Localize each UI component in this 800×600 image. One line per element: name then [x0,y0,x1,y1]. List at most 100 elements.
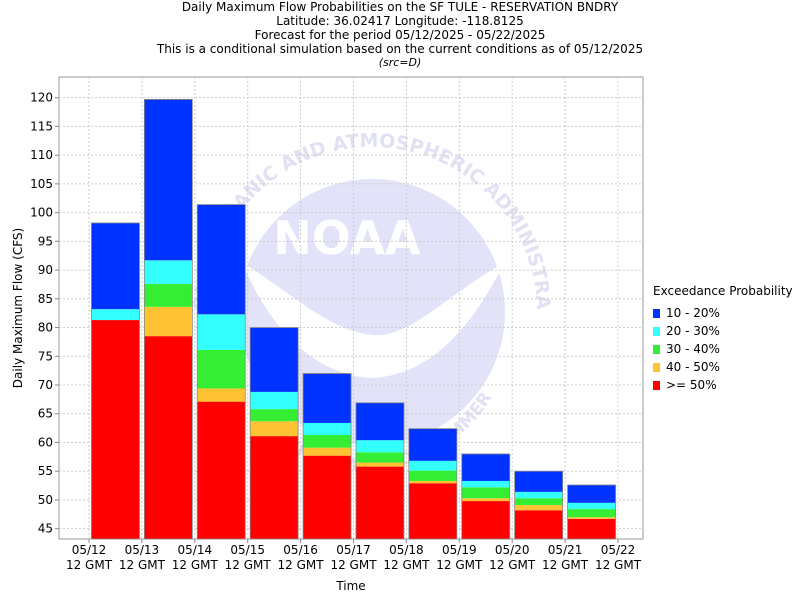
y-tick-label: 115 [30,119,53,133]
x-tick-date: 05/20 [495,543,530,557]
x-tick-time: 12 GMT [542,558,589,572]
bar-segment-40-50 [408,480,457,484]
y-tick-label: 45 [38,522,53,536]
x-tick-time: 12 GMT [330,558,377,572]
x-tick-date: 05/12 [72,543,107,557]
bar-segment-20-30 [567,502,616,510]
legend-item: 30 - 40% [653,340,793,358]
y-tick-label: 75 [38,349,53,363]
bar-segment-10-20 [355,402,404,441]
bar-segment-20-30 [514,491,563,499]
x-tick-time: 12 GMT [172,558,219,572]
y-tick-label: 65 [38,407,53,421]
bar-segment-ge50 [514,510,563,539]
bar-segment-40-50 [355,462,404,467]
legend-label: 30 - 40% [666,342,720,356]
bar-stack [91,222,140,540]
bar-stack [408,428,458,540]
bar-segment-ge50 [144,336,193,539]
legend-label: 40 - 50% [666,360,720,374]
bar-segment-10-20 [408,428,457,461]
bar-segment-20-30 [461,480,510,488]
x-tick-time: 12 GMT [489,558,536,572]
y-tick-label: 60 [38,435,53,449]
y-tick-label: 90 [38,263,53,277]
bar-outline [302,373,352,540]
y-tick-label: 110 [30,148,53,162]
bar-segment-30-40 [461,487,510,499]
x-tick-date: 05/19 [442,543,477,557]
legend-item: 40 - 50% [653,358,793,376]
location-line: Latitude: 36.02417 Longitude: -118.8125 [276,14,524,28]
y-tick-label: 85 [38,292,53,306]
bar-segment-30-40 [303,434,352,448]
bar-segment-40-50 [567,517,616,519]
bar-outline [91,222,140,540]
bar-segment-10-20 [567,484,616,503]
bar-outline [514,470,564,540]
y-tick-label: 50 [38,493,53,507]
y-tick-label: 100 [30,206,53,220]
x-tick-date: 05/16 [283,543,318,557]
simulation-note: This is a conditional simulation based o… [156,42,644,56]
bar-segment-30-40 [355,452,404,463]
legend-title: Exceedance Probability [653,284,793,298]
bar-segment-40-50 [461,498,510,502]
legend-item: 20 - 30% [653,322,793,340]
bar-segment-30-40 [250,409,299,422]
bar-segment-10-20 [144,99,193,261]
bar-segment-ge50 [303,455,352,539]
legend-swatch [653,344,660,354]
bar-segment-30-40 [408,470,457,481]
bar-segment-30-40 [197,349,246,389]
bar-segment-10-20 [514,471,563,492]
bar-stack [143,99,193,540]
bar-segment-ge50 [461,501,510,539]
legend-swatch [653,362,660,372]
legend-item: 10 - 20% [653,304,793,322]
legend-swatch [653,326,660,336]
bar-segment-ge50 [250,436,299,539]
legend-label: 20 - 30% [666,324,720,338]
bar-stack [514,470,564,540]
y-tick-label: 105 [30,177,53,191]
bar-segment-20-30 [408,460,457,471]
bar-segment-20-30 [250,391,299,410]
bar-segment-40-50 [514,505,563,511]
x-tick-date: 05/13 [125,543,160,557]
chart-title: Daily Maximum Flow Probabilities on the … [181,0,619,14]
y-axis: 45 50 55 60 65 70 75 80 85 90 95 100 105 110 115 120 [30,91,59,536]
watermark-bird [242,262,505,378]
bar-segment-40-50 [144,306,193,337]
legend-label: >= 50% [666,378,717,392]
x-tick-time: 12 GMT [383,558,430,572]
x-tick-date: 05/21 [548,543,583,557]
x-tick-date: 05/22 [601,543,636,557]
source-note: (src=D) [378,56,422,69]
bar-segment-40-50 [197,388,246,402]
y-tick-label: 95 [38,234,53,248]
bar-segment-10-20 [197,204,246,315]
bar-outline [567,484,616,540]
x-tick-time: 12 GMT [278,558,325,572]
bar-outline [143,99,193,540]
y-tick-label: 70 [38,378,53,392]
x-tick-date: 05/15 [230,543,265,557]
legend: Exceedance Probability 10 - 20% 20 - 30% 3… [653,284,793,394]
bar-segment-ge50 [197,401,246,539]
bar-outline [461,453,511,540]
legend-item: >= 50% [653,376,793,394]
bar-segment-20-30 [144,260,193,284]
legend-swatch [653,380,660,390]
bar-stack [567,484,616,540]
bar-outline [249,327,299,540]
bar-stack [461,453,511,540]
bar-segment-20-30 [197,314,246,350]
y-axis-label: Daily Maximum Flow (CFS) [11,228,25,388]
bar-segment-10-20 [461,453,510,481]
bar-stack [249,327,299,540]
bar-segment-40-50 [303,447,352,456]
watermark-logo: NOAA [273,211,421,265]
